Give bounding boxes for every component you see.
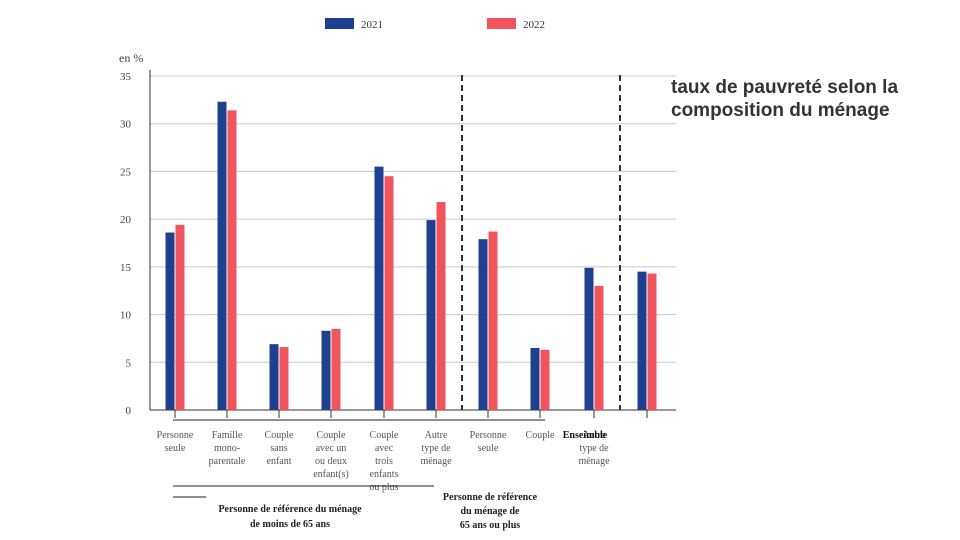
group-label: 65 ans ou plus: [460, 520, 520, 531]
category-label: sans: [270, 443, 287, 454]
category-label: seule: [165, 443, 186, 454]
category-label: Famille: [212, 430, 243, 441]
y-tick-label: 20: [120, 214, 132, 226]
bar-2022: [647, 273, 657, 410]
bar-2022: [540, 349, 550, 410]
bar-2021: [426, 220, 436, 410]
group-label: du ménage de: [461, 506, 520, 517]
category-label: ou plus: [369, 482, 398, 493]
category-label: enfant: [267, 456, 292, 467]
category-label: Autre: [583, 430, 606, 441]
category-label: mono-: [214, 443, 240, 454]
category-label: enfant(s): [313, 469, 349, 480]
group-label: Personne de référence du ménage: [218, 504, 362, 515]
bar-2021: [530, 347, 540, 410]
category-label: ou deux: [315, 456, 347, 467]
category-label: Personne: [470, 430, 507, 441]
bar-2021: [584, 267, 594, 410]
y-tick-label: 30: [120, 119, 132, 131]
group-label: de moins de 65 ans: [250, 519, 330, 530]
category-label: Couple: [370, 430, 399, 441]
y-tick-label: 15: [120, 262, 132, 274]
legend-label: 2021: [361, 19, 383, 31]
category-label: parentale: [209, 456, 246, 467]
bar-2022: [331, 328, 341, 410]
bar-2022: [594, 285, 604, 410]
category-label: enfants: [370, 469, 399, 480]
overlap-label: Enseimble: [563, 430, 608, 441]
category-label: avec: [375, 443, 394, 454]
category-label: Autre: [425, 430, 448, 441]
bar-2022: [488, 231, 498, 410]
bar-2022: [436, 201, 446, 410]
category-label: type de: [421, 443, 451, 454]
y-axis-unit: en %: [119, 51, 143, 65]
category-label: Couple: [317, 430, 346, 441]
category-label: Personne: [157, 430, 194, 441]
legend-swatch-2021: [325, 18, 354, 29]
y-tick-label: 0: [126, 405, 132, 417]
y-tick-label: 5: [126, 357, 132, 369]
bar-2021: [478, 239, 488, 410]
bar-2022: [227, 110, 237, 411]
category-label: type de: [579, 443, 609, 454]
y-tick-label: 35: [120, 71, 132, 83]
legend-label: 2022: [523, 19, 545, 31]
y-tick-label: 10: [120, 310, 132, 322]
y-tick-label: 25: [120, 166, 132, 178]
category-label: avec un: [316, 443, 347, 454]
group-label: Personne de référence: [443, 492, 538, 503]
category-label: ménage: [578, 456, 610, 467]
bar-2021: [637, 271, 647, 410]
bar-2021: [321, 330, 331, 410]
bar-2021: [269, 344, 279, 410]
side-title: taux de pauvreté selon la composition du…: [671, 77, 899, 121]
bar-2022: [175, 224, 185, 410]
category-label: Couple: [265, 430, 294, 441]
bar-2021: [165, 232, 175, 410]
bar-2021: [374, 166, 384, 410]
bar-2022: [279, 347, 289, 410]
bar-2021: [217, 101, 227, 410]
bar-2022: [384, 176, 394, 410]
legend-swatch-2022: [487, 18, 516, 29]
category-label: ménage: [420, 456, 452, 467]
category-label: seule: [478, 443, 499, 454]
category-label: Couple: [526, 430, 555, 441]
category-label: trois: [375, 456, 393, 467]
